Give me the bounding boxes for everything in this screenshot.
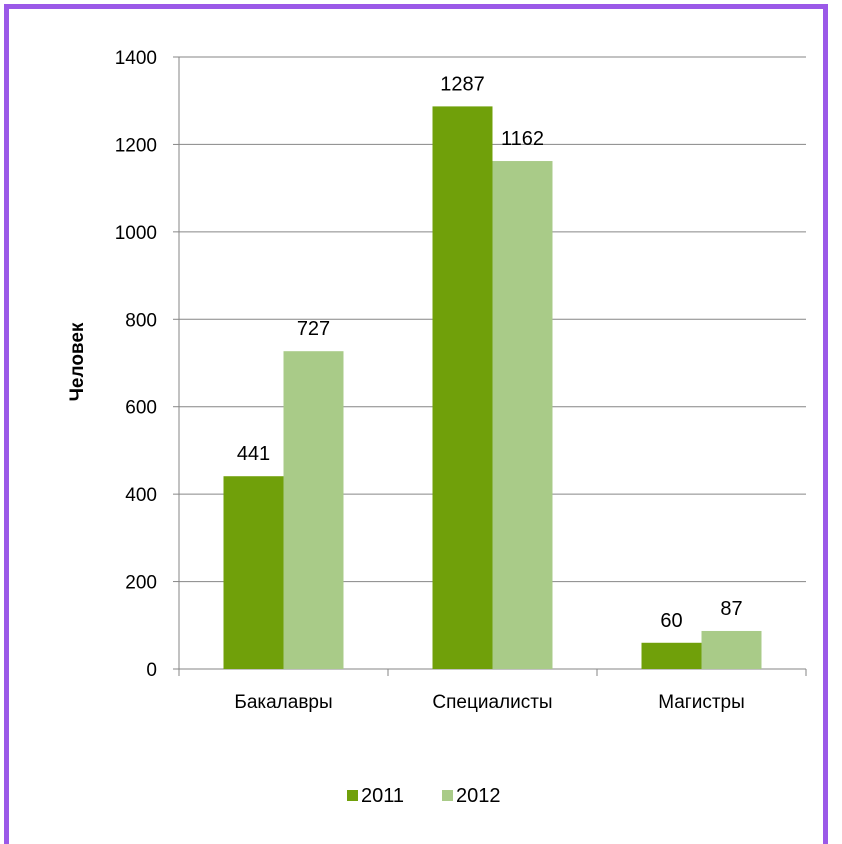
data-label: 1162 xyxy=(501,128,544,150)
y-tick-label: 1000 xyxy=(115,223,157,244)
bar-2011 xyxy=(432,106,493,669)
data-label: 1287 xyxy=(440,73,485,95)
bar-2012 xyxy=(492,161,553,670)
y-tick-label: 1200 xyxy=(115,135,157,156)
y-axis-ticks: 0 200 400 600 800 1000 1200 1400 xyxy=(115,48,157,681)
y-tick-label: 0 xyxy=(146,660,157,681)
data-label: 727 xyxy=(297,318,330,340)
legend-swatch-2012 xyxy=(442,790,453,801)
data-label: 87 xyxy=(720,598,742,620)
x-tick-label: Бакалавры xyxy=(234,692,332,713)
y-tick-label: 200 xyxy=(125,573,157,594)
x-axis-ticks: Бакалавры Специалисты Магистры xyxy=(234,692,744,713)
y-tick-label: 400 xyxy=(125,485,157,506)
x-tick-label: Специалисты xyxy=(432,692,552,713)
y-tick-label: 600 xyxy=(125,398,157,419)
bar-2012 xyxy=(701,630,762,669)
legend-label: 2012 xyxy=(456,785,501,807)
bars xyxy=(223,106,762,670)
y-axis-title: Человек xyxy=(67,322,88,401)
data-label: 441 xyxy=(237,443,270,465)
data-labels: 441 727 1287 1162 60 87 xyxy=(237,73,743,631)
bar-2011 xyxy=(223,476,284,669)
bar-2011 xyxy=(641,642,702,669)
bar-2012 xyxy=(283,351,344,669)
data-label: 60 xyxy=(660,610,682,632)
legend-label: 2011 xyxy=(361,785,404,807)
y-tick-label: 800 xyxy=(125,310,157,331)
y-tick-label: 1400 xyxy=(115,48,157,69)
legend: 2011 2012 xyxy=(347,785,501,807)
x-tick-label: Магистры xyxy=(658,692,745,713)
legend-swatch-2011 xyxy=(347,790,358,801)
